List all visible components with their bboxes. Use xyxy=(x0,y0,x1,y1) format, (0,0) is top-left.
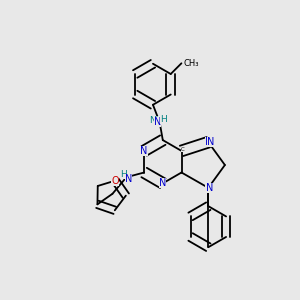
Text: H: H xyxy=(160,116,167,124)
Text: N: N xyxy=(207,137,214,147)
Text: C: C xyxy=(181,147,185,152)
Text: N: N xyxy=(206,183,214,193)
Text: N: N xyxy=(154,117,161,127)
Text: N: N xyxy=(205,137,212,147)
Text: N: N xyxy=(140,146,148,156)
Text: N: N xyxy=(125,174,132,184)
Text: N: N xyxy=(159,178,166,188)
Text: CH₃: CH₃ xyxy=(184,59,199,68)
Text: H: H xyxy=(120,170,127,179)
Text: N: N xyxy=(159,178,166,188)
Text: O: O xyxy=(112,176,119,186)
Text: N: N xyxy=(140,146,148,156)
Text: NH: NH xyxy=(149,116,163,125)
Text: N: N xyxy=(205,183,212,193)
